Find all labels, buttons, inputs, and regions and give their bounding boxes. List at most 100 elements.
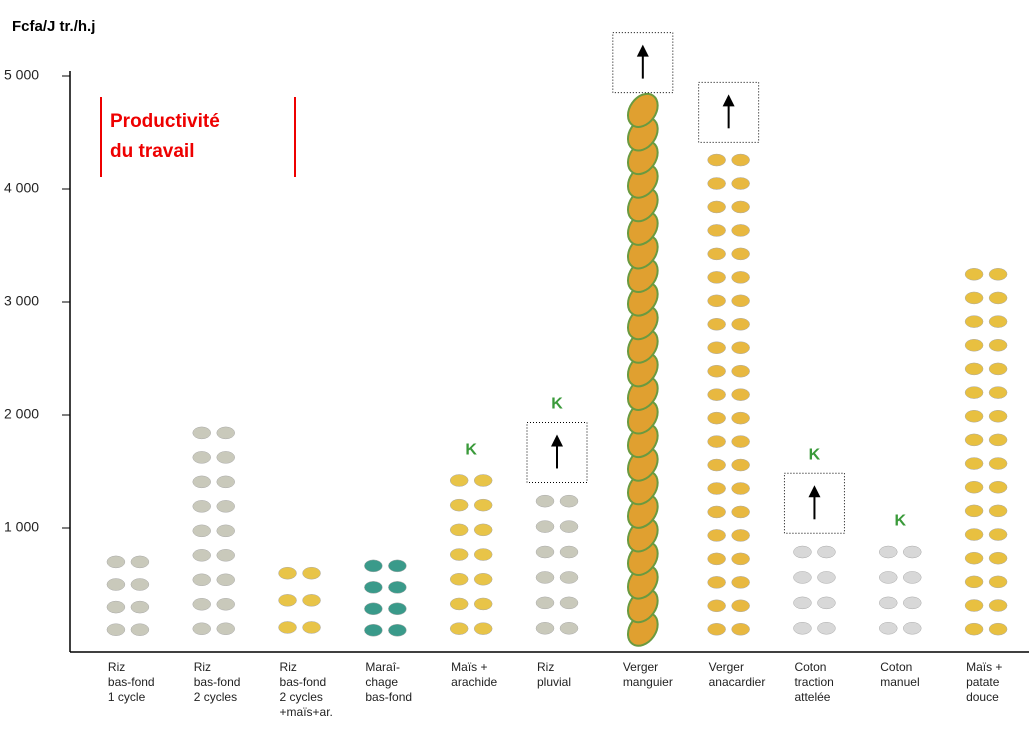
icon <box>536 597 554 609</box>
pictogram-stack <box>622 88 664 651</box>
x-tick-label: Verger anacardier <box>709 660 766 690</box>
icon <box>303 594 321 606</box>
k-label: K <box>894 513 906 530</box>
icon <box>708 154 726 166</box>
pictogram-stack <box>536 495 578 634</box>
icon <box>450 598 468 610</box>
icon <box>217 500 235 512</box>
icon <box>708 623 726 635</box>
y-tick-label: 1 000 <box>4 519 39 535</box>
icon <box>708 365 726 377</box>
icon <box>965 505 983 517</box>
icon <box>989 458 1007 470</box>
arrow-head <box>637 45 649 57</box>
icon <box>193 500 211 512</box>
x-tick-label: Maïs + patate douce <box>966 660 1002 705</box>
icon <box>732 201 750 213</box>
icon <box>708 529 726 541</box>
icon <box>732 412 750 424</box>
icon <box>536 571 554 583</box>
icon <box>903 622 921 634</box>
icon <box>732 576 750 588</box>
icon <box>708 506 726 518</box>
icon <box>965 363 983 375</box>
icon <box>536 521 554 533</box>
x-tick-label: Riz bas-fond 2 cycles +maïs+ar. <box>280 660 333 720</box>
icon <box>279 594 297 606</box>
icon <box>965 481 983 493</box>
icon <box>708 178 726 190</box>
icon <box>450 623 468 635</box>
icon <box>879 622 897 634</box>
icon <box>450 524 468 536</box>
pictogram-stack <box>193 427 235 635</box>
y-tick-label: 5 000 <box>4 67 39 83</box>
icon <box>708 436 726 448</box>
icon <box>107 579 125 591</box>
icon <box>989 576 1007 588</box>
icon <box>989 529 1007 541</box>
arrow-head <box>723 94 735 106</box>
icon <box>965 458 983 470</box>
icon <box>817 622 835 634</box>
icon <box>903 571 921 583</box>
icon <box>732 295 750 307</box>
icon <box>708 248 726 260</box>
icon <box>364 624 382 636</box>
icon <box>965 600 983 612</box>
icon <box>965 410 983 422</box>
icon <box>989 292 1007 304</box>
icon <box>793 597 811 609</box>
icon <box>989 552 1007 564</box>
icon <box>903 597 921 609</box>
icon <box>817 571 835 583</box>
icon <box>560 571 578 583</box>
icon <box>708 600 726 612</box>
icon <box>474 499 492 511</box>
icon <box>793 622 811 634</box>
icon <box>708 224 726 236</box>
icon <box>474 474 492 486</box>
icon <box>388 560 406 572</box>
icon <box>989 387 1007 399</box>
icon <box>708 553 726 565</box>
icon <box>388 603 406 615</box>
icon <box>193 427 211 439</box>
pictogram-stack <box>708 154 750 635</box>
icon <box>732 459 750 471</box>
x-tick-label: Riz pluvial <box>537 660 571 690</box>
icon <box>708 295 726 307</box>
icon <box>732 600 750 612</box>
icon <box>989 600 1007 612</box>
icon <box>217 451 235 463</box>
icon <box>131 556 149 568</box>
icon <box>364 603 382 615</box>
chart-title: Productivité du travail <box>100 97 296 177</box>
pictogram-stack <box>965 268 1007 635</box>
arrow-head <box>551 434 563 446</box>
icon <box>817 546 835 558</box>
icon <box>708 576 726 588</box>
icon <box>217 476 235 488</box>
k-label: K <box>551 396 563 413</box>
icon <box>193 623 211 635</box>
icon <box>817 597 835 609</box>
icon <box>450 474 468 486</box>
icon <box>388 624 406 636</box>
icon <box>131 579 149 591</box>
x-tick-label: Coton traction attelée <box>794 660 833 705</box>
icon <box>708 318 726 330</box>
icon <box>474 598 492 610</box>
icon <box>732 529 750 541</box>
icon <box>474 573 492 585</box>
icon <box>708 201 726 213</box>
icon <box>193 476 211 488</box>
icon <box>903 546 921 558</box>
icon <box>450 499 468 511</box>
icon <box>879 597 897 609</box>
pictogram-stack <box>364 560 406 636</box>
icon <box>989 363 1007 375</box>
icon <box>965 387 983 399</box>
icon <box>217 427 235 439</box>
icon <box>217 549 235 561</box>
